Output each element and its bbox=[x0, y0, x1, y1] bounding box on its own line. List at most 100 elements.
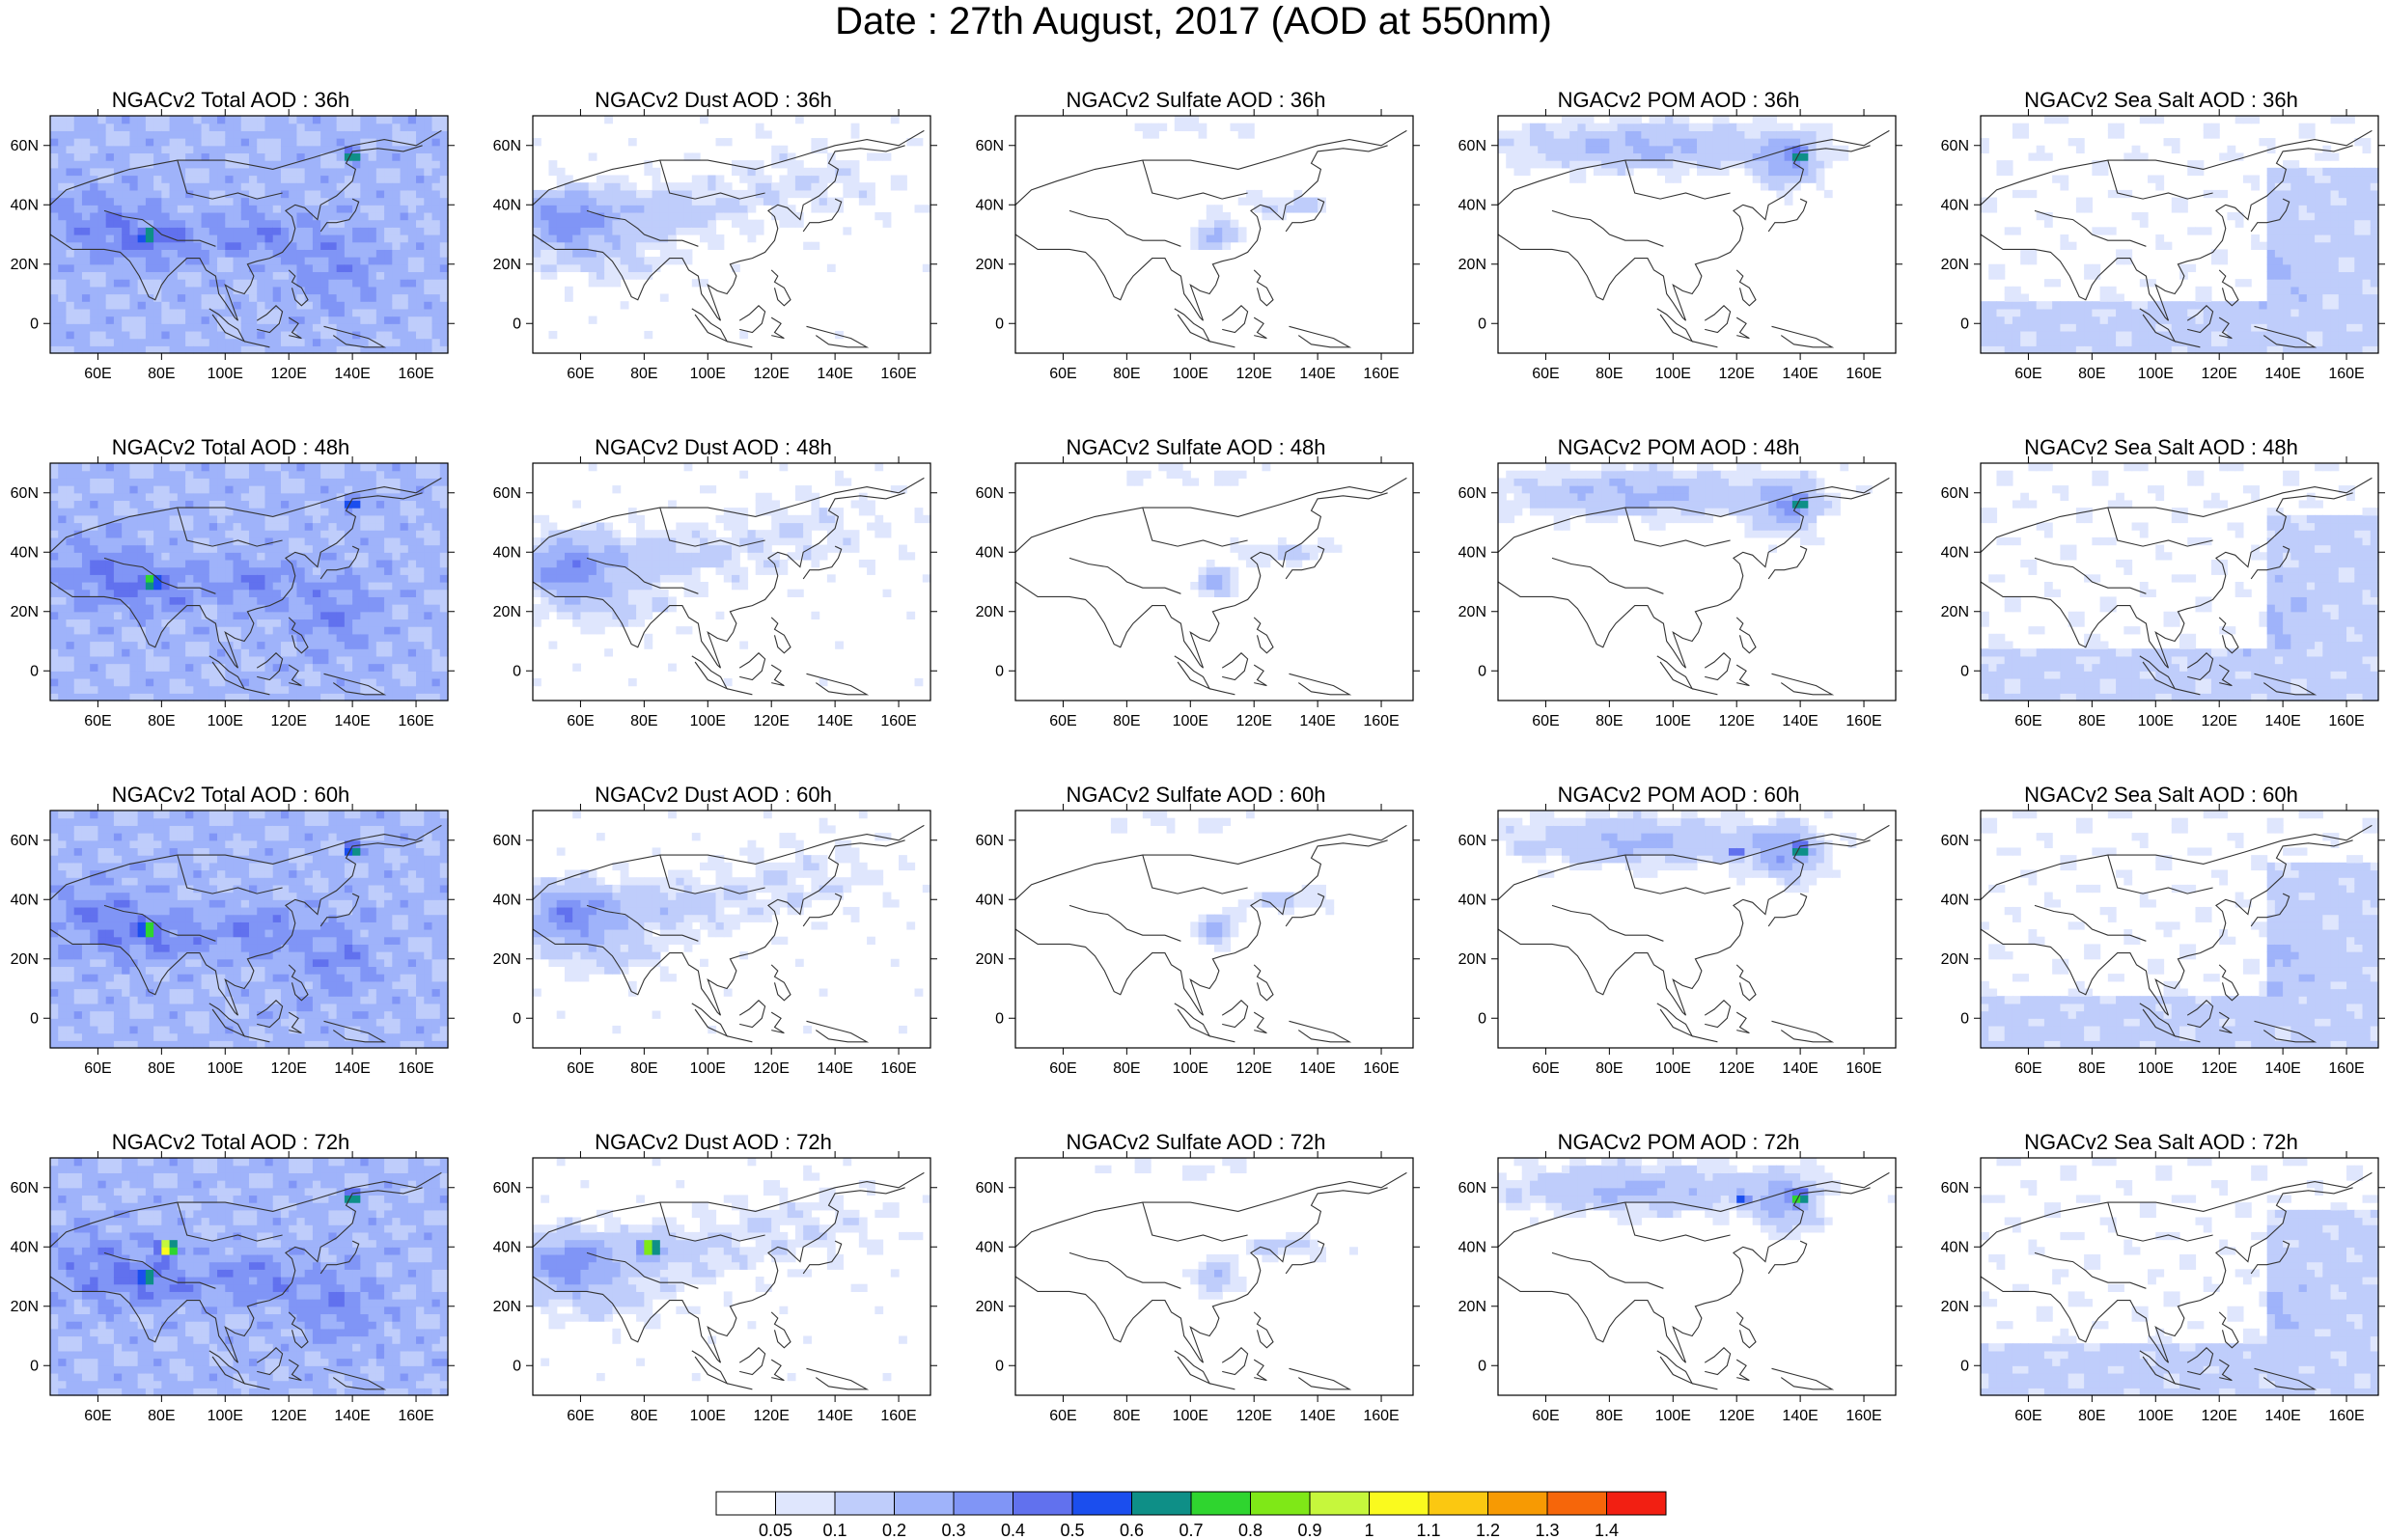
aod-cell bbox=[105, 330, 115, 340]
aod-cell bbox=[217, 152, 226, 161]
aod-cell bbox=[644, 219, 653, 228]
aod-cell bbox=[185, 145, 194, 154]
aod-cell bbox=[2012, 301, 2021, 310]
aod-cell bbox=[2362, 175, 2372, 183]
aod-cell bbox=[2195, 227, 2205, 235]
aod-cell bbox=[122, 626, 130, 635]
aod-cell bbox=[2354, 316, 2364, 324]
aod-cell bbox=[328, 559, 338, 568]
aod-cell bbox=[2315, 271, 2323, 280]
aod-cell bbox=[233, 485, 242, 494]
aod-cell bbox=[407, 611, 417, 620]
aod-cell bbox=[153, 611, 162, 620]
aod-cell bbox=[2179, 316, 2188, 324]
aod-cell bbox=[257, 175, 266, 183]
aod-cell bbox=[360, 116, 370, 124]
aod-cell bbox=[225, 323, 235, 332]
aod-cell bbox=[2338, 316, 2347, 324]
aod-cell bbox=[336, 130, 346, 139]
aod-cell bbox=[407, 589, 417, 597]
aod-cell bbox=[1609, 145, 1619, 154]
aod-cell bbox=[113, 263, 123, 273]
aod-cell bbox=[1680, 167, 1690, 177]
aod-cell bbox=[407, 130, 417, 139]
aod-cell bbox=[2362, 330, 2372, 340]
aod-cell bbox=[548, 257, 558, 265]
aod-cell bbox=[169, 189, 179, 199]
aod-cell bbox=[375, 316, 385, 324]
aod-cell bbox=[264, 500, 274, 509]
aod-cell bbox=[1720, 152, 1730, 161]
aod-cell bbox=[296, 130, 306, 139]
aod-cell bbox=[344, 530, 353, 538]
aod-cell bbox=[2092, 227, 2101, 235]
aod-cell bbox=[225, 241, 235, 250]
aod-cell bbox=[161, 655, 171, 665]
aod-cell bbox=[280, 655, 290, 665]
aod-cell bbox=[368, 123, 377, 131]
aod-cell bbox=[344, 596, 353, 605]
aod-cell bbox=[541, 241, 550, 250]
aod-cell bbox=[2283, 293, 2291, 302]
aod-cell bbox=[352, 463, 361, 472]
aod-cell bbox=[1601, 123, 1610, 131]
lon-tick-label: 120E bbox=[271, 366, 307, 382]
aod-cell bbox=[201, 241, 210, 250]
aod-cell bbox=[700, 182, 708, 191]
aod-cell bbox=[312, 604, 321, 613]
aod-cell bbox=[723, 205, 733, 213]
aod-cell bbox=[113, 182, 123, 191]
aod-cell bbox=[137, 522, 147, 531]
aod-cell bbox=[161, 485, 171, 494]
aod-cell bbox=[289, 271, 298, 280]
aod-cell bbox=[66, 308, 75, 317]
aod-cell bbox=[368, 219, 377, 228]
aod-cell bbox=[50, 308, 59, 317]
aod-cell bbox=[431, 257, 441, 265]
aod-cell bbox=[400, 604, 409, 613]
aod-cell bbox=[407, 345, 417, 354]
aod-cell bbox=[169, 211, 179, 221]
aod-cell bbox=[272, 574, 282, 583]
aod-cell bbox=[344, 619, 353, 627]
aod-cell bbox=[249, 536, 258, 546]
aod-cell bbox=[153, 522, 162, 531]
aod-cell bbox=[201, 345, 210, 354]
aod-cell bbox=[1697, 123, 1706, 131]
aod-cell bbox=[1624, 116, 1634, 124]
aod-cell bbox=[66, 514, 75, 524]
aod-cell bbox=[431, 227, 441, 235]
aod-cell bbox=[233, 182, 242, 191]
aod-cell bbox=[652, 189, 661, 199]
aod-cell bbox=[129, 582, 139, 591]
aod-cell bbox=[240, 130, 250, 139]
aod-cell bbox=[336, 641, 346, 649]
aod-cell bbox=[627, 271, 637, 280]
aod-cell bbox=[129, 330, 139, 340]
aod-cell bbox=[129, 677, 139, 687]
aod-cell bbox=[548, 227, 558, 235]
aod-cell bbox=[105, 522, 115, 531]
aod-cell bbox=[1981, 145, 1989, 154]
aod-cell bbox=[105, 619, 115, 627]
aod-cell bbox=[201, 205, 210, 213]
aod-cell bbox=[233, 227, 242, 235]
aod-cell bbox=[97, 160, 107, 169]
aod-cell bbox=[122, 189, 130, 199]
aod-cell bbox=[145, 663, 154, 672]
aod-cell bbox=[320, 677, 329, 687]
aod-cell bbox=[296, 293, 306, 302]
aod-cell bbox=[2219, 257, 2229, 265]
aod-cell bbox=[1768, 130, 1777, 139]
aod-cell bbox=[424, 492, 433, 502]
aod-cell bbox=[320, 182, 329, 191]
aod-cell bbox=[73, 633, 83, 643]
aod-cell bbox=[384, 544, 393, 553]
aod-cell bbox=[122, 249, 130, 258]
aod-cell bbox=[289, 175, 298, 183]
aod-cell bbox=[185, 633, 194, 643]
aod-cell bbox=[732, 211, 740, 221]
aod-cell bbox=[177, 338, 186, 346]
lon-tick-label: 80E bbox=[2078, 366, 2105, 382]
aod-cell bbox=[1198, 219, 1207, 228]
